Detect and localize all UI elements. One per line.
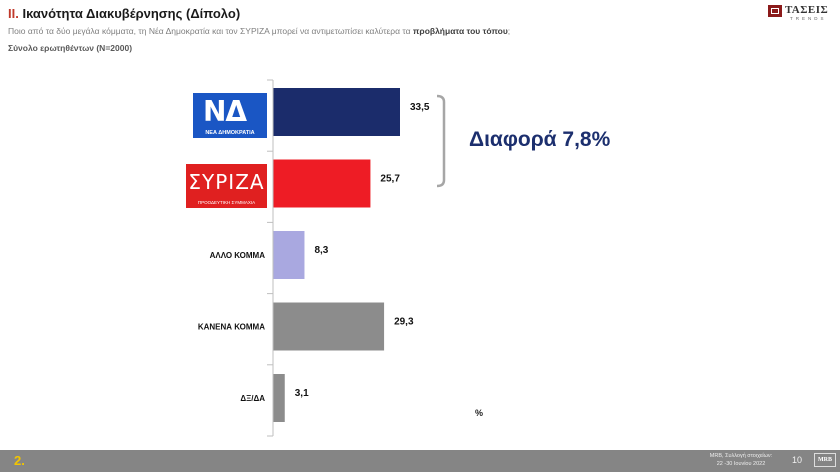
footer-bar: 2. MRB, Συλλογή στοιχείων: 22 -30 Ιουνίο… xyxy=(0,450,840,472)
difference-annotation: Διαφορά 7,8% xyxy=(469,128,611,151)
syriza-logo-glyph: ΣΥΡΙΖΑ xyxy=(188,170,265,194)
sample-note: Σύνολο ερωτηθέντων (Ν=2000) xyxy=(8,43,133,53)
unit-label: % xyxy=(475,408,484,418)
nd-logo: ΝΔ ΝΕΑ ΔΗΜΟΚΡΑΤΙΑ xyxy=(193,93,267,138)
mrb-logo: MRB xyxy=(814,453,836,467)
source-line-1: MRB, Συλλογή στοιχείων: xyxy=(709,453,773,459)
value-label: 25,7 xyxy=(380,174,400,185)
nd-logo-glyph: ΝΔ xyxy=(203,95,247,128)
bar xyxy=(273,88,400,136)
bar xyxy=(273,231,305,279)
title-text: Ικανότητα Διακυβέρνησης (Δίπολο) xyxy=(22,6,241,21)
bar xyxy=(273,302,385,351)
page-number: 10 xyxy=(792,455,803,465)
question-bold: προβλήματα του τόπου xyxy=(412,26,508,36)
brand-tagline: TRENDS xyxy=(790,16,827,21)
bar xyxy=(273,374,285,422)
slide-number: 2. xyxy=(14,453,25,468)
question-text: Ποιο από τα δύο μεγάλα κόμματα, τη Νέα Δ… xyxy=(8,26,510,36)
nd-logo-name: ΝΕΑ ΔΗΜΟΚΡΑΤΙΑ xyxy=(205,130,255,136)
brand-name: ΤΑΣΕΙΣ xyxy=(785,4,829,16)
value-label: 29,3 xyxy=(394,317,414,328)
difference-bracket xyxy=(436,94,446,188)
category-label: ΚΑΝΕΝΑ ΚΟΜΜΑ xyxy=(198,323,265,332)
question-prefix: Ποιο από τα δύο μεγάλα κόμματα, τη Νέα Δ… xyxy=(8,26,413,36)
tasis-logo: ΤΑΣΕΙΣ TRENDS xyxy=(768,4,830,22)
syriza-logo: ΣΥΡΙΖΑ ΠΡΟΟΔΕΥΤΙΚΗ ΣΥΜΜΑΧΙΑ xyxy=(186,164,267,208)
title-number: II. xyxy=(8,6,19,21)
source-note: MRB, Συλλογή στοιχείων: 22 -30 Ιουνίου 2… xyxy=(700,452,782,468)
value-label: 33,5 xyxy=(410,102,430,113)
slide-title: II. Ικανότητα Διακυβέρνησης (Δίπολο) xyxy=(8,6,240,21)
question-suffix: ; xyxy=(507,26,511,36)
brand-mark-icon xyxy=(768,5,782,17)
category-label: ΔΞ/ΔΑ xyxy=(240,394,265,403)
value-label: 3,1 xyxy=(295,388,309,399)
source-line-2: 22 -30 Ιουνίου 2022 xyxy=(716,461,766,467)
category-label: ΑΛΛΟ ΚΟΜΜΑ xyxy=(210,251,266,260)
syriza-logo-name: ΠΡΟΟΔΕΥΤΙΚΗ ΣΥΜΜΑΧΙΑ xyxy=(197,200,256,205)
bar xyxy=(273,159,371,208)
value-label: 8,3 xyxy=(314,245,328,256)
